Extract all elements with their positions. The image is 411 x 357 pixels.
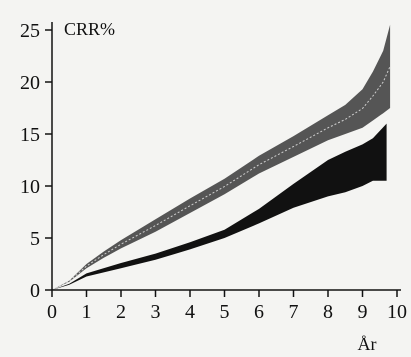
x-tick-label: 2 xyxy=(116,301,126,323)
x-tick-label: 7 xyxy=(289,301,299,323)
x-axis-label: År xyxy=(358,334,377,354)
x-tick-label: 9 xyxy=(358,301,368,323)
x-tick-label: 10 xyxy=(387,301,407,323)
y-tick-label: 10 xyxy=(20,176,40,198)
y-tick-label: 5 xyxy=(30,228,40,250)
center-line-1 xyxy=(51,66,391,291)
x-tick-label: 1 xyxy=(82,301,92,323)
axes-layer: 0 1 2 3 4 5 6 7 8 9 10 0 5 10 15 20 25 xyxy=(20,20,407,323)
x-tick-label: 0 xyxy=(47,301,57,323)
y-tick-label: 0 xyxy=(30,280,40,302)
x-tick-label: 4 xyxy=(185,301,195,323)
x-tick-label: 6 xyxy=(254,301,264,323)
x-tick-label: 5 xyxy=(220,301,230,323)
y-tick-label: 25 xyxy=(20,20,40,42)
y-axis-label: CRR% xyxy=(64,19,115,39)
x-tick-label: 8 xyxy=(323,301,333,323)
x-tick-label: 3 xyxy=(151,301,161,323)
y-tick-label: 15 xyxy=(20,124,40,146)
bands-layer xyxy=(51,24,391,291)
y-tick-label: 20 xyxy=(20,72,40,94)
